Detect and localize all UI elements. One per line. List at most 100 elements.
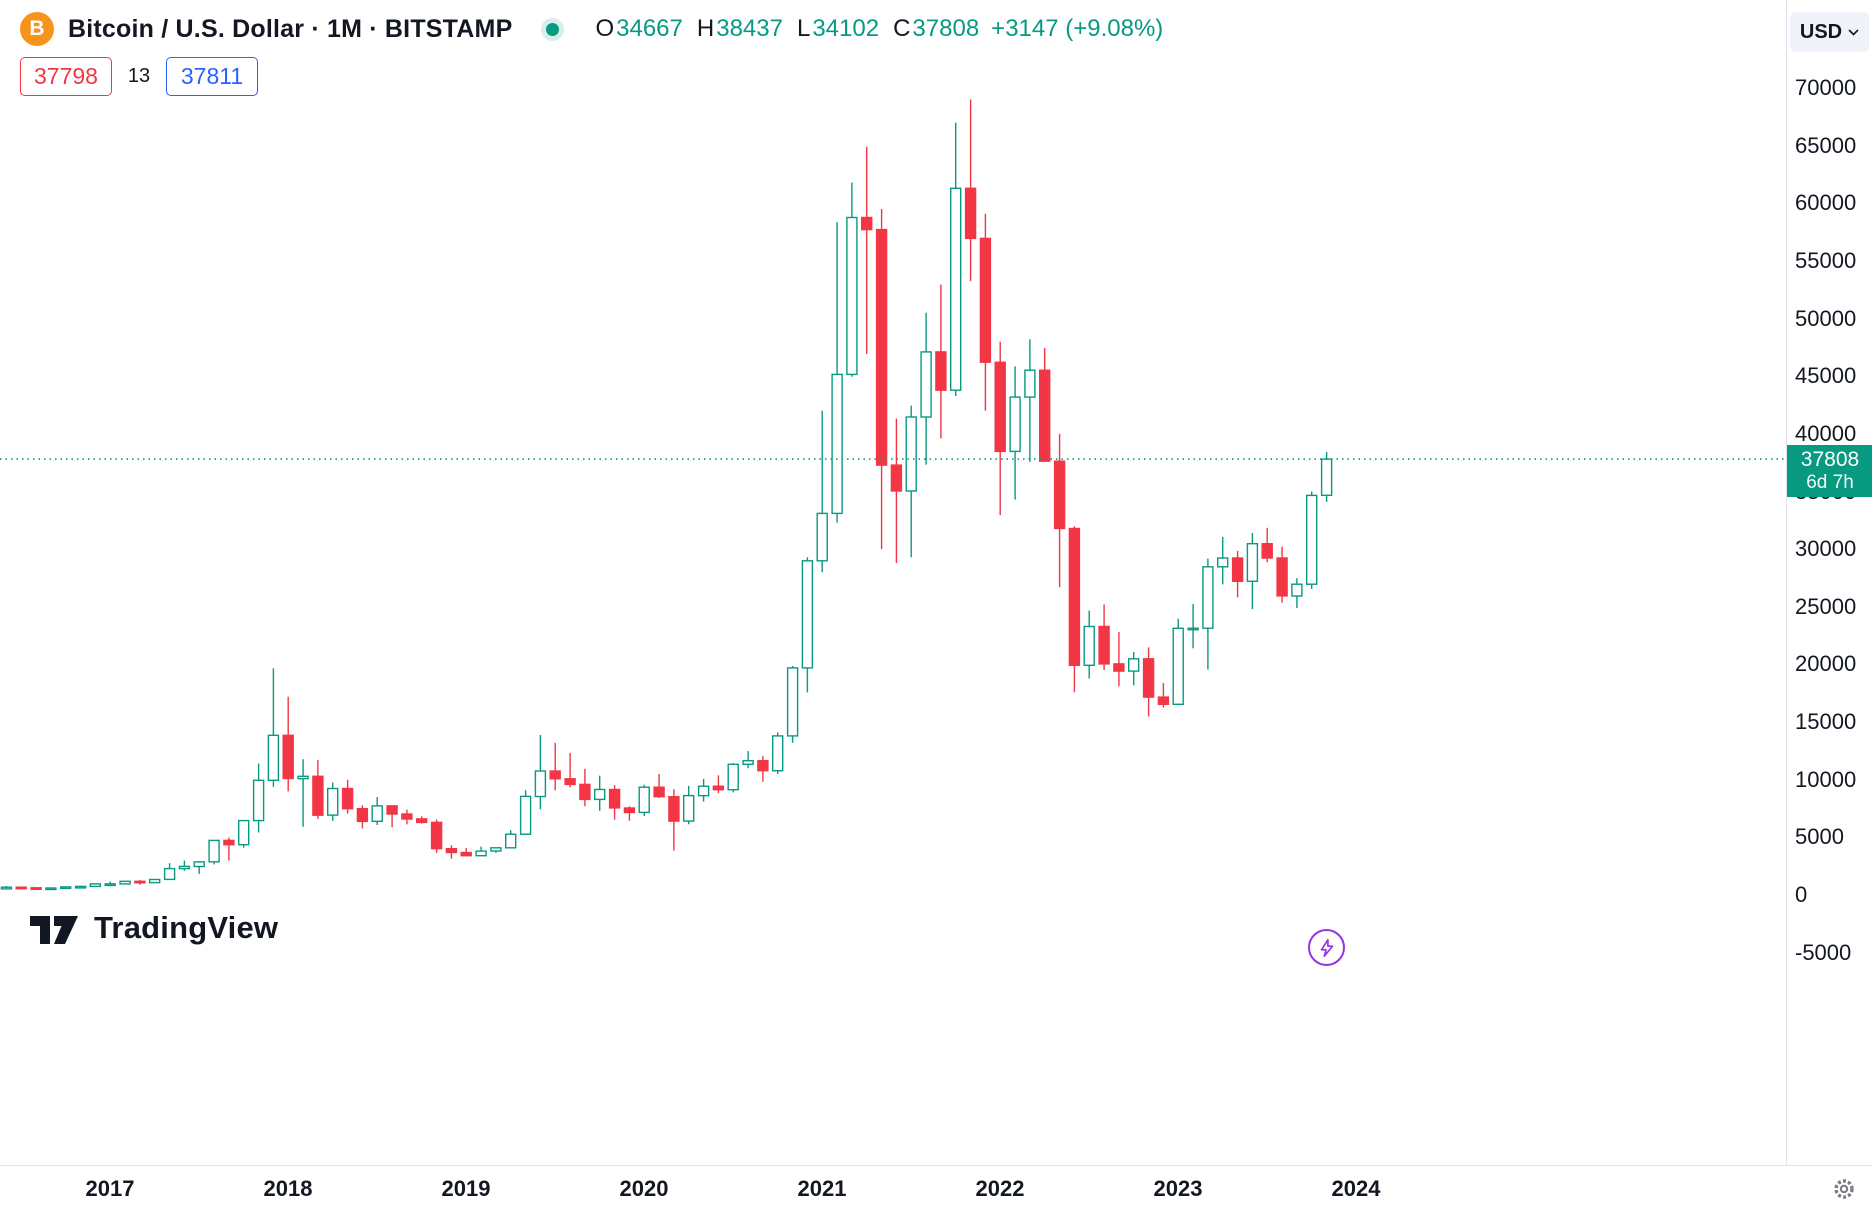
time-axis-label: 2018 (263, 1176, 313, 1201)
candle-body (237, 819, 250, 846)
tradingview-wordmark: TradingView (94, 910, 279, 945)
candle-body (45, 887, 57, 891)
candle-body (490, 847, 502, 852)
chart-pane[interactable] (0, 0, 1786, 1165)
currency-button[interactable]: USD (1790, 12, 1869, 52)
candle-body (1038, 369, 1051, 462)
change-value: +3147 (+9.08%) (991, 15, 1164, 42)
candle-body (252, 779, 265, 822)
candle-body (208, 839, 220, 863)
candle-body (1172, 627, 1184, 705)
candlestick-chart[interactable] (0, 0, 1786, 1165)
candle-body (223, 839, 235, 846)
candle-body (1127, 658, 1140, 672)
candle-body (134, 880, 146, 884)
candle-body (712, 785, 725, 791)
candle-body (727, 763, 739, 791)
candle-body (683, 794, 695, 822)
close-value: 37808 (912, 15, 980, 42)
symbol-title[interactable]: Bitcoin / U.S. Dollar · 1M · BITSTAMP (68, 14, 513, 43)
currency-label: USD (1799, 20, 1843, 43)
candle-body (935, 351, 947, 391)
close-label: C (893, 15, 911, 42)
price-axis-label: 55000 (1795, 247, 1857, 273)
price-axis-label: 0 (1795, 882, 1808, 907)
buy-button[interactable]: 37811 (166, 57, 258, 96)
candle-body (786, 667, 799, 737)
candle-body (430, 821, 443, 850)
candle-body (15, 886, 27, 890)
time-axis-label: 2024 (1331, 1176, 1381, 1201)
sell-button[interactable]: 37798 (20, 57, 112, 96)
candle-body (401, 813, 413, 820)
candle-body (594, 788, 606, 801)
candle-body (505, 833, 517, 849)
candle-body (1024, 369, 1036, 398)
candle-body (801, 560, 814, 669)
candle-body (964, 187, 977, 240)
candle-body (816, 512, 828, 562)
candle-body (178, 865, 191, 870)
candle-body (579, 783, 591, 801)
candle-body (772, 735, 784, 772)
price-axis-label: 15000 (1795, 709, 1857, 735)
last-price-badge[interactable]: 37808 6d 7h (1787, 445, 1872, 498)
spread-value: 13 (127, 65, 151, 87)
candle-body (356, 808, 369, 823)
tradingview-logo[interactable]: TradingView (28, 908, 278, 948)
high-label: H (696, 15, 715, 42)
candle-body (1142, 658, 1155, 698)
candle-body (0, 886, 13, 890)
candle-body (312, 775, 324, 816)
candle-body (875, 228, 888, 466)
candle-body (994, 361, 1006, 453)
candle-body (74, 885, 87, 889)
candle-body (920, 351, 932, 418)
candle-body (668, 796, 680, 822)
candle-body (890, 464, 903, 492)
candle-body (638, 786, 650, 814)
candle-body (861, 216, 873, 231)
candle-body (653, 786, 665, 798)
candle-body (163, 867, 176, 881)
candle-body (950, 187, 962, 391)
candle-body (89, 883, 102, 888)
price-axis-label: 45000 (1795, 363, 1857, 389)
time-axis-label: 2019 (441, 1176, 491, 1201)
candle-body (697, 785, 710, 797)
candle-body (1246, 543, 1259, 583)
low-value: 34102 (812, 15, 880, 42)
price-axis-label: 60000 (1795, 190, 1857, 216)
gear-icon[interactable] (1828, 1173, 1860, 1205)
candle-body (416, 818, 428, 824)
time-axis-label: 2021 (797, 1176, 847, 1201)
candle-body (1187, 627, 1199, 631)
candle-body (1202, 566, 1214, 629)
low-label: L (796, 15, 811, 42)
time-axis-label: 2022 (975, 1176, 1025, 1201)
price-axis[interactable]: USD 37808 6d 7h 70000 65000 60000 55000 5000… (1786, 0, 1872, 1165)
candle-body (282, 734, 294, 780)
candle-body (1098, 625, 1110, 665)
candle-body (267, 734, 280, 781)
price-axis-label: 10000 (1795, 766, 1857, 792)
candle-body (327, 787, 339, 816)
time-axis[interactable]: 2017 2018 2019 2020 2021 2022 2023 2024 (0, 1165, 1872, 1212)
candle-body (475, 850, 487, 857)
open-label: O (595, 15, 615, 42)
last-price-value: 37808 (1800, 448, 1860, 472)
price-axis-label: 50000 (1795, 305, 1857, 331)
candle-body (119, 880, 131, 885)
candle-body (1157, 696, 1170, 705)
candle-body (1083, 625, 1095, 666)
price-axis-label: 20000 (1795, 651, 1857, 677)
candle-body (831, 373, 843, 515)
candle-body (757, 760, 769, 772)
candle-body (371, 805, 383, 823)
candle-body (341, 787, 354, 810)
boost-button[interactable] (1308, 929, 1345, 966)
candle-body (1053, 460, 1066, 530)
time-axis-label: 2020 (619, 1176, 669, 1201)
market-status-icon[interactable] (546, 22, 560, 36)
